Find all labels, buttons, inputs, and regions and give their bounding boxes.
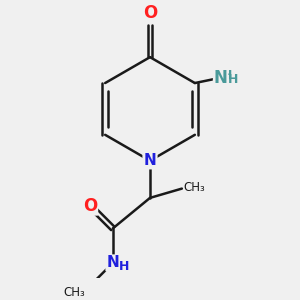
Text: O: O	[83, 197, 98, 215]
Text: H: H	[221, 69, 232, 82]
Text: N: N	[106, 255, 119, 270]
Text: CH₃: CH₃	[183, 181, 205, 194]
Text: O: O	[143, 4, 157, 22]
Text: H: H	[119, 260, 129, 273]
Text: CH₃: CH₃	[63, 286, 85, 299]
Text: H: H	[228, 73, 239, 85]
Text: N: N	[214, 69, 227, 87]
Text: N: N	[144, 153, 156, 168]
